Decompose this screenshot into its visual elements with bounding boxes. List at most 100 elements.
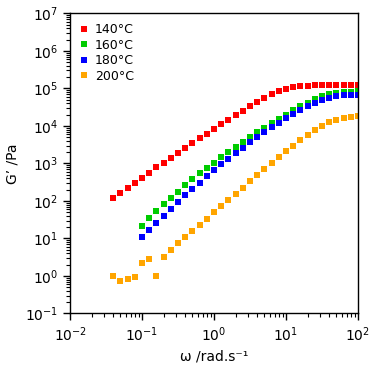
180°C xyxy=(284,116,288,120)
180°C xyxy=(269,125,274,130)
160°C xyxy=(255,130,259,135)
140°C xyxy=(334,83,339,87)
160°C xyxy=(305,101,310,105)
160°C xyxy=(241,140,245,144)
160°C xyxy=(176,190,180,194)
180°C xyxy=(291,111,296,116)
140°C xyxy=(327,83,331,87)
180°C xyxy=(334,94,339,99)
Line: 140°C: 140°C xyxy=(110,82,361,201)
180°C xyxy=(176,200,180,204)
160°C xyxy=(291,108,296,113)
200°C xyxy=(233,192,238,196)
180°C xyxy=(305,104,310,108)
200°C xyxy=(349,115,353,120)
Y-axis label: G’ /Pa: G’ /Pa xyxy=(6,143,20,184)
140°C xyxy=(205,131,209,136)
140°C xyxy=(154,165,159,169)
140°C xyxy=(176,151,180,155)
140°C xyxy=(248,104,252,108)
160°C xyxy=(147,216,152,220)
140°C xyxy=(168,156,173,160)
200°C xyxy=(312,128,317,132)
140°C xyxy=(126,186,130,190)
180°C xyxy=(190,187,195,191)
160°C xyxy=(349,89,353,94)
140°C xyxy=(111,196,115,200)
200°C xyxy=(298,138,303,142)
180°C xyxy=(298,107,303,112)
180°C xyxy=(205,174,209,178)
160°C xyxy=(284,113,288,117)
180°C xyxy=(154,221,159,225)
140°C xyxy=(320,83,324,87)
140°C xyxy=(291,85,296,89)
140°C xyxy=(269,92,274,96)
180°C xyxy=(219,162,223,166)
180°C xyxy=(241,145,245,150)
180°C xyxy=(248,140,252,144)
200°C xyxy=(205,216,209,221)
160°C xyxy=(154,208,159,213)
200°C xyxy=(147,257,152,261)
160°C xyxy=(161,202,166,206)
180°C xyxy=(341,93,346,98)
160°C xyxy=(327,92,331,96)
160°C xyxy=(356,89,360,93)
140°C xyxy=(233,113,238,118)
200°C xyxy=(226,198,230,202)
200°C xyxy=(284,149,288,153)
200°C xyxy=(320,124,324,128)
200°C xyxy=(334,118,339,122)
180°C xyxy=(197,180,202,185)
200°C xyxy=(168,248,173,252)
140°C xyxy=(133,181,137,185)
140°C xyxy=(298,84,303,88)
140°C xyxy=(197,136,202,141)
160°C xyxy=(197,171,202,176)
140°C xyxy=(341,83,346,87)
200°C xyxy=(276,155,281,159)
180°C xyxy=(356,93,360,97)
140°C xyxy=(241,109,245,113)
200°C xyxy=(126,276,130,281)
200°C xyxy=(140,261,144,265)
160°C xyxy=(312,97,317,101)
140°C xyxy=(190,141,195,145)
140°C xyxy=(284,86,288,91)
200°C xyxy=(305,132,310,137)
200°C xyxy=(183,235,188,239)
200°C xyxy=(356,114,360,118)
180°C xyxy=(147,228,152,232)
200°C xyxy=(118,279,123,283)
140°C xyxy=(305,83,310,88)
140°C xyxy=(349,83,353,87)
160°C xyxy=(276,117,281,121)
200°C xyxy=(197,223,202,227)
160°C xyxy=(168,196,173,200)
140°C xyxy=(118,191,123,196)
180°C xyxy=(262,130,267,134)
160°C xyxy=(219,155,223,159)
140°C xyxy=(226,118,230,122)
200°C xyxy=(327,120,331,124)
200°C xyxy=(111,274,115,278)
140°C xyxy=(183,146,188,150)
140°C xyxy=(147,170,152,175)
X-axis label: ω /rad.s⁻¹: ω /rad.s⁻¹ xyxy=(180,349,248,363)
180°C xyxy=(255,135,259,139)
160°C xyxy=(140,223,144,228)
200°C xyxy=(341,116,346,120)
200°C xyxy=(212,210,216,214)
180°C xyxy=(212,168,216,172)
Line: 200°C: 200°C xyxy=(110,113,361,284)
200°C xyxy=(219,204,223,208)
200°C xyxy=(154,274,159,278)
200°C xyxy=(255,173,259,177)
160°C xyxy=(190,177,195,182)
140°C xyxy=(262,96,267,100)
200°C xyxy=(291,143,296,148)
160°C xyxy=(262,125,267,130)
160°C xyxy=(233,145,238,149)
140°C xyxy=(356,83,360,87)
